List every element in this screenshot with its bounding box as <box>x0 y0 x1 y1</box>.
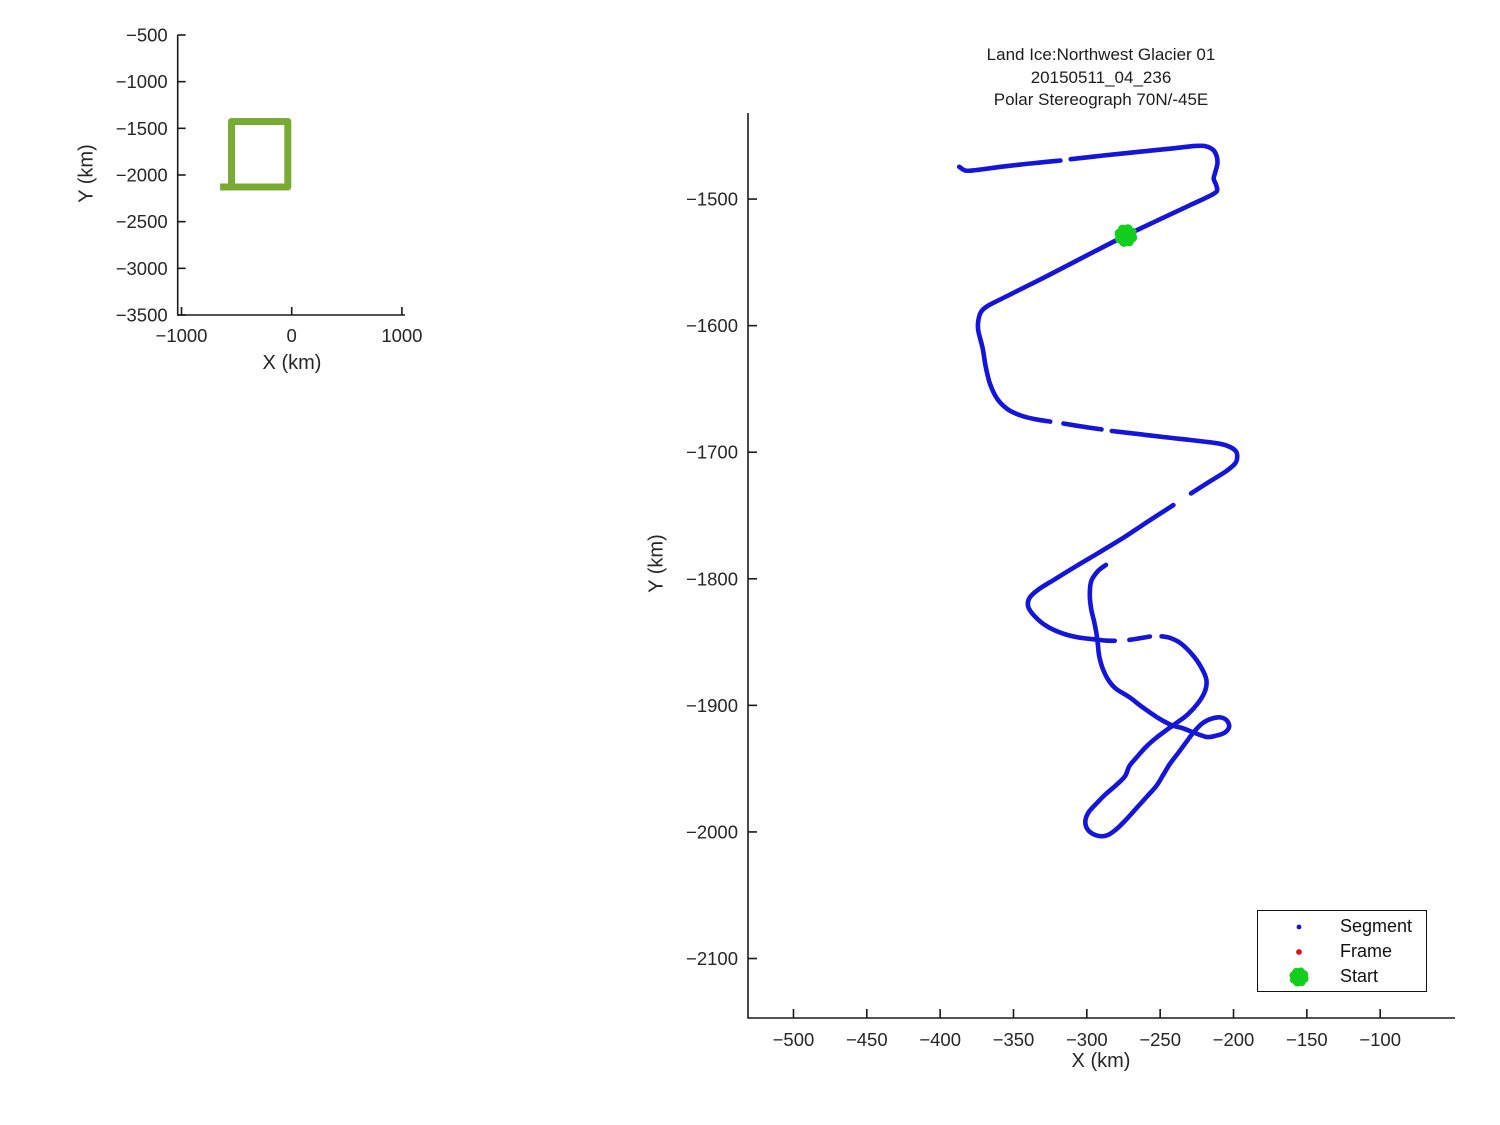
legend-box[interactable]: Segment Frame Start <box>1257 910 1427 992</box>
overview-x-tick-label: 0 <box>287 325 297 346</box>
main-plot-title: Land Ice:Northwest Glacier 01 20150511_0… <box>851 44 1351 112</box>
legend-entry-frame: Frame <box>1258 939 1426 964</box>
main-x-tick-label: −300 <box>1066 1029 1108 1050</box>
title-line-2: 20150511_04_236 <box>1030 67 1172 87</box>
main-y-tick-label: −1800 <box>686 568 738 589</box>
overview-axis-spines <box>176 35 405 316</box>
overview-x-tick-label: 1000 <box>381 325 422 346</box>
main-x-tick-label: −500 <box>773 1029 815 1050</box>
flight-track-segment-3 <box>1109 428 1240 496</box>
main-y-tick-label: −1700 <box>686 442 738 463</box>
overview-track-extent-box <box>220 118 292 191</box>
main-y-tick-label: −2000 <box>686 821 738 842</box>
main-y-tick-label: −1600 <box>686 315 738 336</box>
flight-track-segment-6 <box>1083 562 1232 839</box>
main-axis-spines <box>747 113 1455 1019</box>
overview-y-tick-label: −2000 <box>116 165 168 186</box>
main-x-tick-label: −400 <box>919 1029 961 1050</box>
overview-x-tick-label: −1000 <box>156 325 208 346</box>
overview-y-tick-label: −3000 <box>116 258 168 279</box>
main-x-tick-label: −250 <box>1139 1029 1181 1050</box>
legend-label-start: Start <box>1340 966 1379 986</box>
legend-label-segment: Segment <box>1340 916 1413 936</box>
overview-x-axis-label: X (km) <box>262 352 322 374</box>
frame-dot-icon <box>1296 948 1302 955</box>
main-x-tick-label: −450 <box>846 1029 888 1050</box>
main-x-tick-label: −200 <box>1213 1029 1255 1050</box>
flight-track-segment-0 <box>956 158 1063 174</box>
main-x-tick-label: −100 <box>1359 1029 1401 1050</box>
start-flower-icon <box>1289 966 1309 987</box>
main-y-tick-label: −1500 <box>686 189 738 210</box>
legend-entry-start: Start <box>1258 964 1426 989</box>
main-y-tick-label: −2100 <box>686 948 738 969</box>
legend-entry-segment: Segment <box>1258 914 1426 939</box>
main-y-axis-label: Y (km) <box>645 534 668 593</box>
flight-track-segment-4 <box>1025 502 1176 644</box>
title-line-3: Polar Stereograph 70N/-45E <box>993 90 1209 109</box>
main-y-tick-label: −1900 <box>686 695 738 716</box>
start-marker <box>1114 224 1138 247</box>
overview-y-tick-label: −500 <box>126 25 168 46</box>
overview-y-tick-label: −1000 <box>116 71 168 92</box>
overview-y-tick-label: −2500 <box>116 211 168 232</box>
flight-track-segment-1 <box>975 143 1220 424</box>
segment-dot-icon <box>1296 924 1302 929</box>
main-x-tick-label: −150 <box>1286 1029 1328 1050</box>
legend-label-frame: Frame <box>1340 941 1393 961</box>
overview-y-tick-label: −1500 <box>116 118 168 139</box>
flight-track-segment-5 <box>1127 634 1153 643</box>
flight-track-segment-2 <box>1061 421 1104 432</box>
main-x-tick-label: −350 <box>993 1029 1035 1050</box>
main-x-axis-label: X (km) <box>1071 1050 1131 1072</box>
title-line-1: Land Ice:Northwest Glacier 01 <box>986 45 1216 64</box>
overview-y-tick-label: −3500 <box>116 305 168 326</box>
overview-y-axis-label: Y (km) <box>75 144 98 203</box>
